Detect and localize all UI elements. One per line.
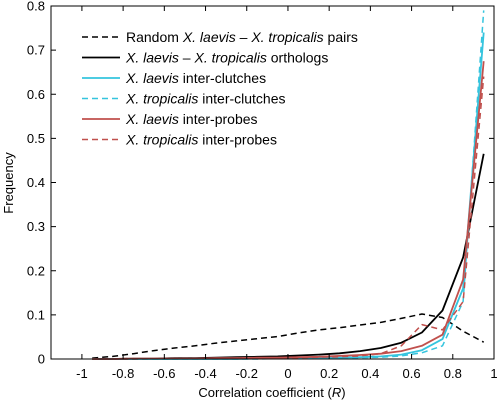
series-line-0 — [92, 313, 485, 359]
y-tick-label: 0.4 — [27, 175, 45, 190]
y-tick-label: 0.7 — [27, 43, 45, 58]
legend-label-3: X. tropicalis inter-clutches — [125, 91, 286, 107]
y-tick-label: 0.1 — [27, 307, 45, 322]
x-tick-label: 0.2 — [320, 366, 338, 381]
x-tick-label: 0 — [284, 366, 291, 381]
y-tick-label: 0.8 — [27, 0, 45, 14]
x-tick-label: 0.4 — [361, 366, 379, 381]
legend-label-0: Random X. laevis – X. tropicalis pairs — [126, 29, 358, 45]
legend-label-1: X. laevis – X. tropicalis orthologs — [125, 50, 328, 66]
series-line-1 — [92, 153, 485, 360]
x-tick-label: -0.6 — [153, 366, 175, 381]
legend-label-2: X. laevis inter-clutches — [125, 70, 266, 86]
y-tick-label: 0.2 — [27, 263, 45, 278]
legend-label-4: X. laevis inter-probes — [125, 111, 258, 127]
x-tick-label: 1 — [490, 366, 497, 381]
x-tick-label: -1 — [76, 366, 88, 381]
y-tick-label: 0.3 — [27, 219, 45, 234]
y-tick-label: 0.5 — [27, 131, 45, 146]
y-axis-label: Frequency — [1, 152, 16, 214]
y-tick-label: 0.6 — [27, 87, 45, 102]
x-tick-label: -0.4 — [194, 366, 216, 381]
x-tick-label: 0.8 — [444, 366, 462, 381]
y-tick-label: 0 — [38, 352, 45, 367]
x-tick-label: -0.2 — [236, 366, 258, 381]
x-tick-label: -0.8 — [112, 366, 134, 381]
legend-label-5: X. tropicalis inter-probes — [125, 132, 277, 148]
x-axis-label: Correlation coefficient (R) — [198, 385, 345, 400]
ticks-layer: -1 -0.8 -0.6 -0.4 -0.2 0 0.2 0.4 0.6 0.8 1 0 0.1 0.2 0… — [27, 0, 498, 381]
legend: Random X. laevis – X. tropicalis pairs X.… — [82, 29, 358, 148]
x-tick-label: 0.6 — [403, 366, 421, 381]
